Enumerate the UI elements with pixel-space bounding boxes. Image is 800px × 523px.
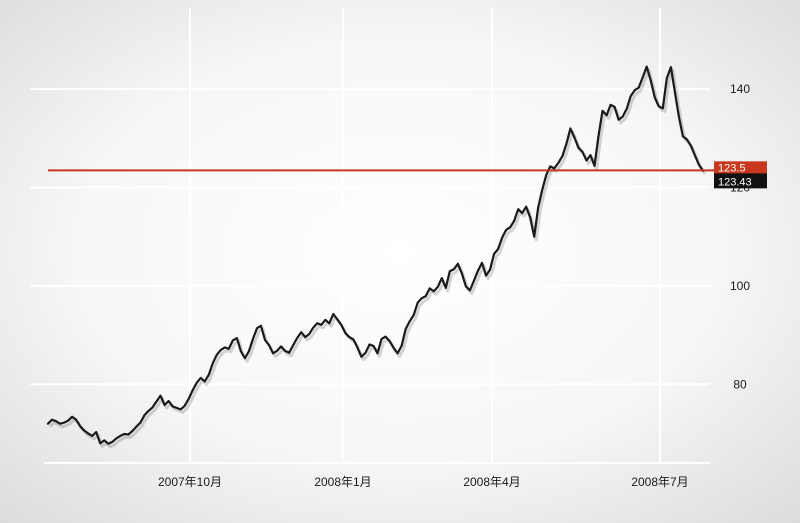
y-tick-label: 140 [730,82,750,96]
y-tick-label: 80 [733,377,747,391]
x-tick-labels: 2007年10月 2008年1月 2008年4月 2008年7月 [158,475,689,489]
x-tick-label: 2008年1月 [314,475,371,489]
y-tick-label: 100 [730,279,750,293]
reference-badge: 123.5 [714,161,767,175]
reference-badge-label: 123.5 [718,162,746,174]
reference-badge-box [714,161,767,175]
horizontal-grid [30,88,710,386]
last-value-badge-label: 123.43 [718,176,752,188]
last-value-badge-box [714,173,767,189]
x-tick-label: 2007年10月 [158,475,222,489]
x-tick-label: 2008年4月 [463,475,520,489]
x-tick-label: 2008年7月 [631,475,688,489]
vertical-grid [189,8,661,463]
series-line [46,65,705,445]
last-value-badge: 123.43 [714,173,767,189]
